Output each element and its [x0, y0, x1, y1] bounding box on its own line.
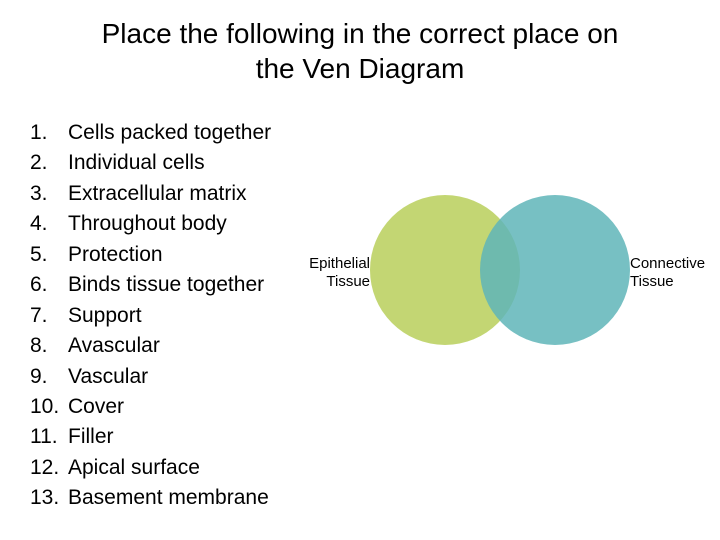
list-item: 12.Apical surface	[30, 453, 271, 483]
title-line-1: Place the following in the correct place…	[102, 18, 619, 49]
list-item: 9.Vascular	[30, 362, 271, 392]
list-text: Protection	[68, 240, 271, 270]
list-num: 8.	[30, 331, 68, 361]
list-item: 8.Avascular	[30, 331, 271, 361]
list-num: 2.	[30, 148, 68, 178]
list-item: 7.Support	[30, 301, 271, 331]
list-item: 13.Basement membrane	[30, 483, 271, 513]
venn-label-right: Connective Tissue	[630, 255, 720, 291]
numbered-list: 1.Cells packed together 2.Individual cel…	[30, 118, 271, 514]
list-num: 13.	[30, 483, 68, 513]
list-item: 4.Throughout body	[30, 209, 271, 239]
list-text: Vascular	[68, 362, 271, 392]
venn-label-left-line1: Epithelial	[309, 255, 370, 272]
list-text: Cover	[68, 392, 271, 422]
list-text: Throughout body	[68, 209, 271, 239]
list-num: 12.	[30, 453, 68, 483]
list-text: Binds tissue together	[68, 270, 271, 300]
list-item: 1.Cells packed together	[30, 118, 271, 148]
list-item: 2.Individual cells	[30, 148, 271, 178]
venn-label-right-line1: Connective	[630, 255, 705, 272]
list-num: 10.	[30, 392, 68, 422]
venn-diagram: Epithelial Tissue Connective Tissue	[355, 195, 720, 395]
venn-circle-right	[480, 195, 630, 345]
list-num: 6.	[30, 270, 68, 300]
list-text: Cells packed together	[68, 118, 271, 148]
venn-label-left: Epithelial Tissue	[280, 255, 370, 291]
list-item: 6.Binds tissue together	[30, 270, 271, 300]
title-line-2: the Ven Diagram	[256, 53, 465, 84]
list-num: 9.	[30, 362, 68, 392]
list-text: Individual cells	[68, 148, 271, 178]
list-item: 3.Extracellular matrix	[30, 179, 271, 209]
list-num: 4.	[30, 209, 68, 239]
list-text: Basement membrane	[68, 483, 271, 513]
list-num: 3.	[30, 179, 68, 209]
venn-label-right-line2: Tissue	[630, 273, 674, 290]
list-text: Extracellular matrix	[68, 179, 271, 209]
list-num: 7.	[30, 301, 68, 331]
list-text: Avascular	[68, 331, 271, 361]
list-item: 11.Filler	[30, 422, 271, 452]
list-num: 1.	[30, 118, 68, 148]
slide-title: Place the following in the correct place…	[0, 0, 720, 86]
list-text: Apical surface	[68, 453, 271, 483]
list-num: 11.	[30, 422, 68, 452]
list-item: 10.Cover	[30, 392, 271, 422]
list-text: Filler	[68, 422, 271, 452]
venn-label-left-line2: Tissue	[326, 273, 370, 290]
list-item: 5.Protection	[30, 240, 271, 270]
list-num: 5.	[30, 240, 68, 270]
list-text: Support	[68, 301, 271, 331]
